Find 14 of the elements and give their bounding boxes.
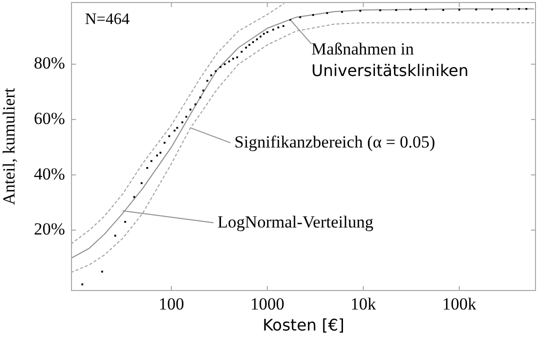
annotation: LogNormal-Verteilung <box>218 212 374 232</box>
y-tick-label: 20% <box>34 220 65 239</box>
annotation: Signifikanzbereich (α = 0.05) <box>234 132 436 152</box>
annotation: N=464 <box>85 11 130 28</box>
y-tick-label: 60% <box>34 109 65 128</box>
annotation: Maßnahmen in Universitätskliniken <box>311 39 469 80</box>
x-tick-label: 1000 <box>250 294 284 314</box>
x-axis-title: Kosten [€] <box>262 316 344 335</box>
x-tick-label: 100k <box>442 294 477 314</box>
y-axis-title: Anteil, kumuliert <box>0 88 19 206</box>
y-tick-label: 80% <box>34 54 65 73</box>
x-tick-label: 10k <box>350 294 377 314</box>
y-tick-label: 40% <box>34 164 65 184</box>
x-tick-label: 100 <box>158 294 184 314</box>
